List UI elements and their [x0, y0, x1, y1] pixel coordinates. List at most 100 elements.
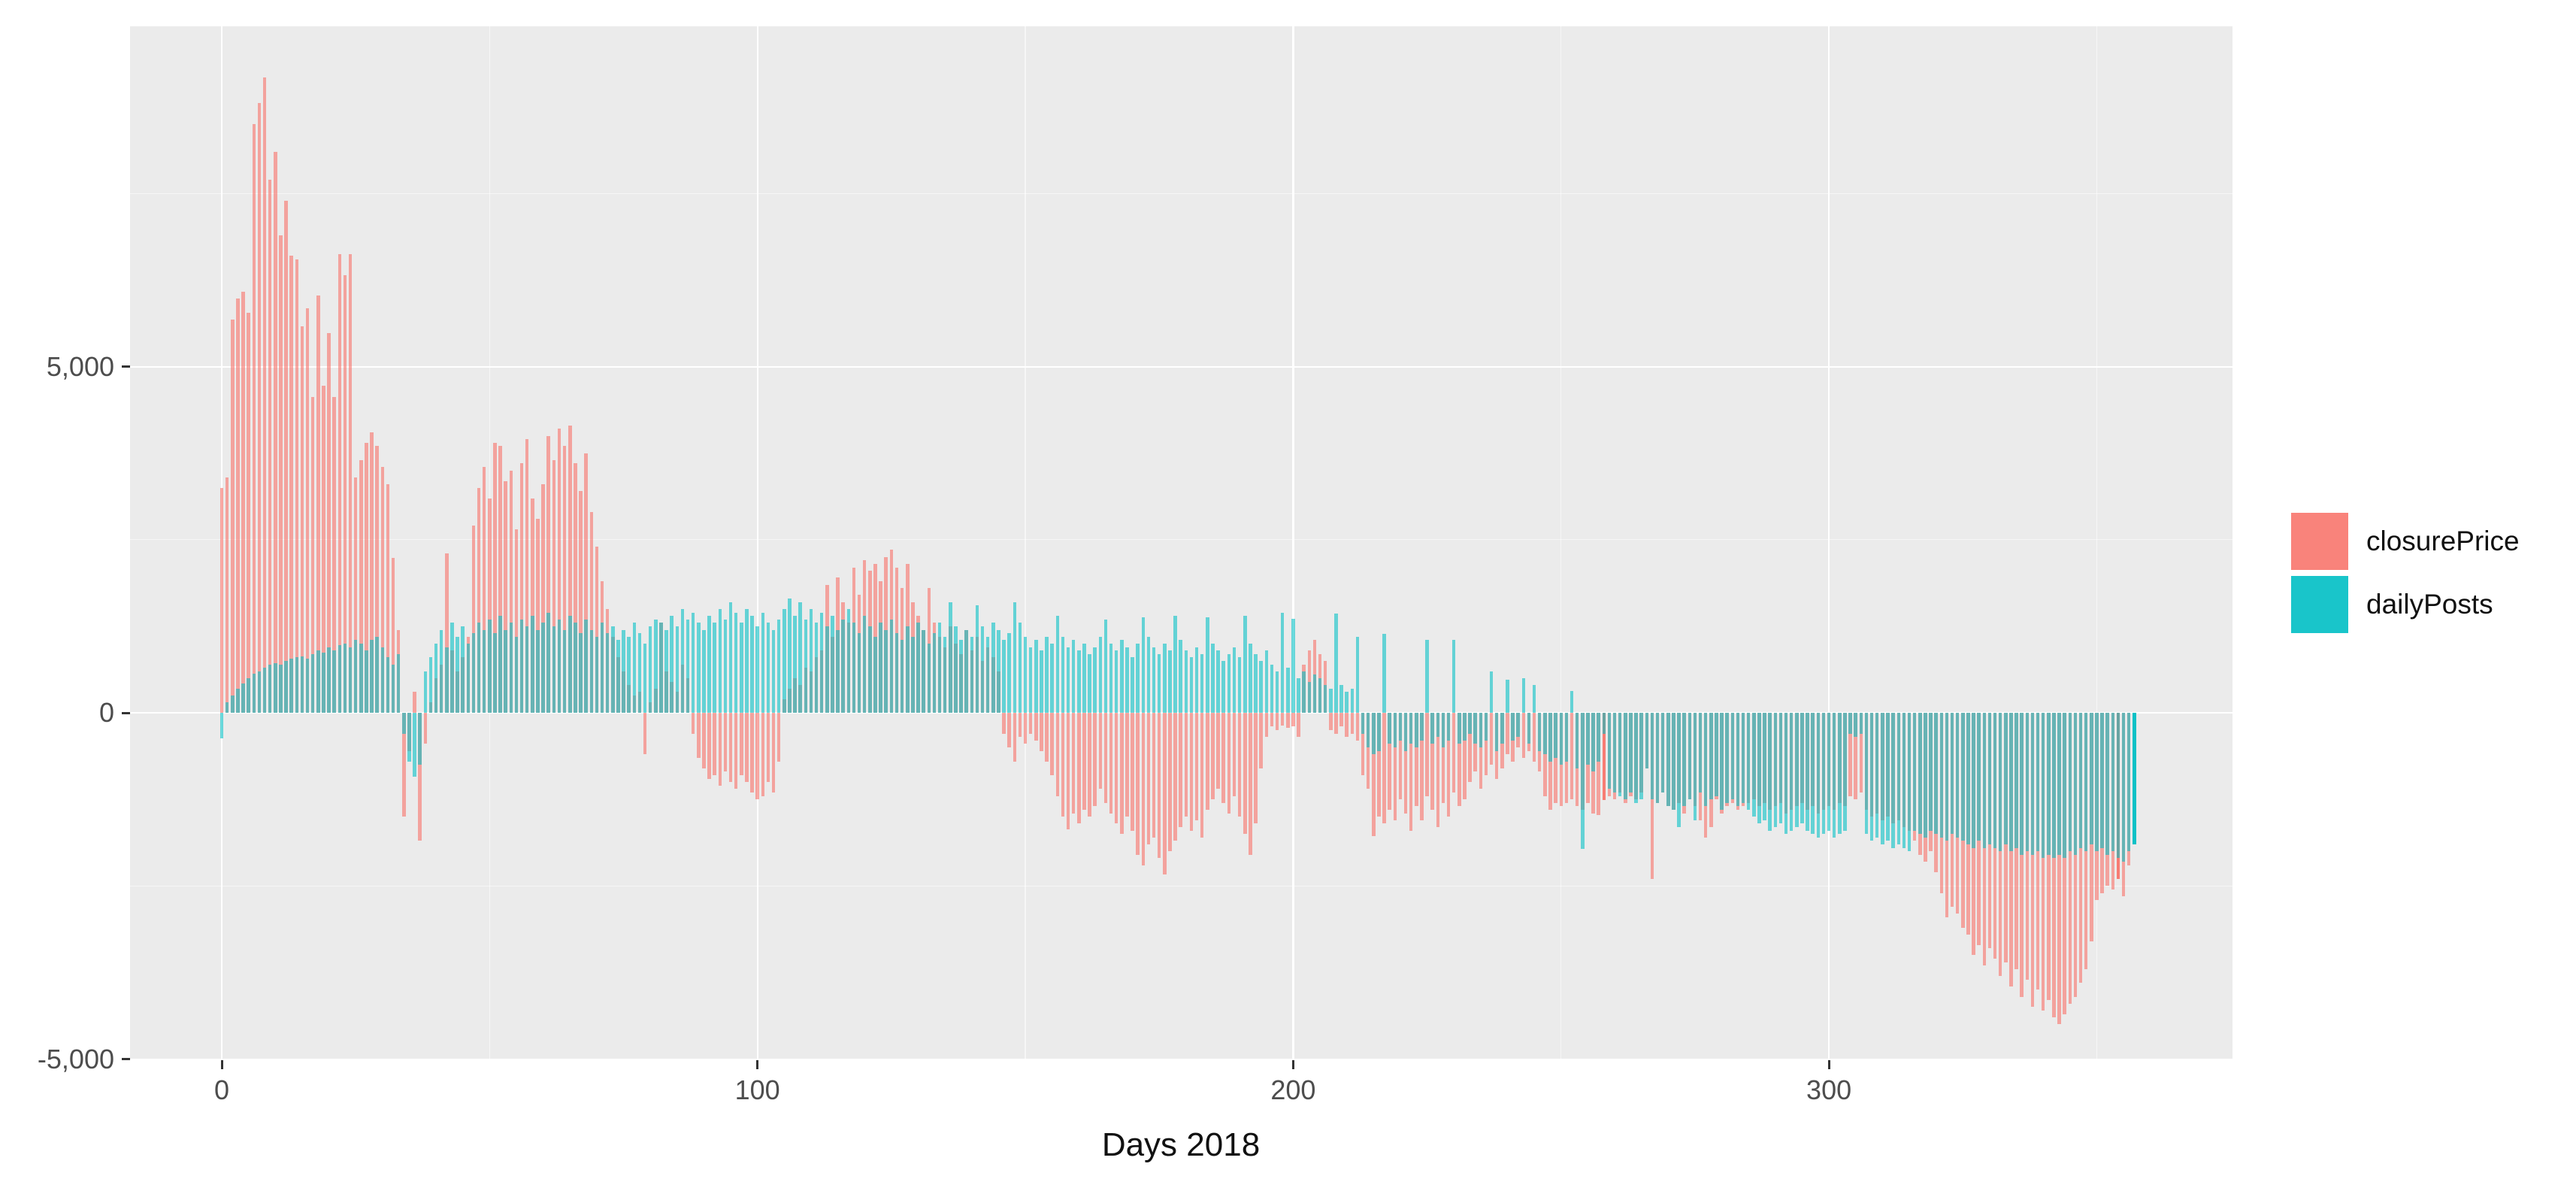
bar-dailyPosts	[782, 608, 786, 714]
bar-closurePrice	[702, 713, 706, 768]
bar-closurePrice	[1393, 713, 1397, 820]
bar-dailyPosts	[1040, 650, 1043, 713]
bar-closurePrice	[1415, 713, 1418, 807]
bar-dailyPosts	[1778, 713, 1783, 824]
bar-dailyPosts	[788, 599, 792, 713]
bar-closurePrice	[1045, 713, 1049, 762]
bar-closurePrice	[1152, 713, 1156, 838]
bar-closurePrice	[1372, 713, 1376, 836]
bar-closurePrice	[691, 713, 695, 734]
bar-dailyPosts	[627, 636, 631, 713]
bar-dailyPosts	[1329, 688, 1333, 713]
bar-dailyPosts	[1280, 612, 1285, 713]
bar-dailyPosts	[1955, 713, 1960, 838]
bar-dailyPosts	[1639, 713, 1643, 800]
bar-closurePrice	[745, 713, 749, 783]
bar-closurePrice	[423, 713, 428, 744]
bar-closurePrice	[1291, 713, 1295, 727]
bar-dailyPosts	[954, 626, 958, 713]
bar-dailyPosts	[1881, 713, 1884, 844]
x-axis-tick	[1827, 1060, 1830, 1069]
bar-closurePrice	[1458, 713, 1461, 807]
bar-dailyPosts	[771, 629, 776, 713]
bar-dailyPosts	[884, 629, 888, 713]
bar-dailyPosts	[831, 616, 834, 713]
legend-swatch-dailyPosts	[2291, 576, 2348, 633]
bar-dailyPosts	[2009, 713, 2013, 852]
bar-dailyPosts	[670, 616, 674, 713]
bar-closurePrice	[1451, 713, 1456, 792]
bar-dailyPosts	[1323, 685, 1327, 713]
bar-dailyPosts	[1902, 713, 1906, 848]
bar-dailyPosts	[1934, 713, 1938, 835]
bar-dailyPosts	[365, 650, 368, 713]
bar-dailyPosts	[461, 626, 465, 713]
bar-dailyPosts	[262, 668, 267, 713]
bar-closurePrice	[1125, 713, 1129, 817]
bar-closurePrice	[1339, 713, 1343, 727]
bar-closurePrice	[359, 459, 363, 713]
bar-dailyPosts	[1891, 713, 1895, 848]
bar-closurePrice	[1206, 713, 1209, 810]
bar-closurePrice	[482, 467, 486, 713]
bar-dailyPosts	[1570, 691, 1574, 713]
bar-closurePrice	[1061, 713, 1065, 817]
bar-closurePrice	[225, 477, 229, 713]
bar-dailyPosts	[1211, 643, 1215, 713]
bar-closurePrice	[365, 442, 368, 713]
bar-dailyPosts	[680, 608, 685, 714]
bar-closurePrice	[771, 713, 776, 792]
bar-closurePrice	[1249, 713, 1252, 855]
bar-dailyPosts	[407, 713, 411, 762]
bar-dailyPosts	[1618, 713, 1622, 796]
bar-dailyPosts	[1157, 653, 1161, 713]
bar-dailyPosts	[1660, 713, 1665, 792]
bar-dailyPosts	[1254, 653, 1258, 713]
gridline-major-h	[130, 365, 2232, 368]
bar-dailyPosts	[236, 688, 240, 713]
bar-dailyPosts	[1366, 713, 1370, 747]
bar-closurePrice	[1366, 713, 1370, 789]
bar-dailyPosts	[1784, 713, 1788, 835]
bar-dailyPosts	[702, 629, 706, 713]
bar-closurePrice	[525, 439, 529, 713]
bar-dailyPosts	[1993, 713, 1997, 848]
bar-closurePrice	[514, 529, 519, 713]
bar-dailyPosts	[1494, 713, 1499, 751]
bar-dailyPosts	[1564, 713, 1569, 762]
bar-dailyPosts	[546, 612, 550, 713]
bar-closurePrice	[1066, 713, 1070, 829]
bar-dailyPosts	[675, 626, 680, 713]
bar-closurePrice	[1307, 650, 1312, 713]
bar-dailyPosts	[1827, 713, 1831, 831]
bar-closurePrice	[1484, 713, 1488, 775]
x-tick-label: 0	[213, 1074, 230, 1105]
bar-dailyPosts	[568, 616, 572, 713]
bar-dailyPosts	[1886, 713, 1890, 841]
bar-closurePrice	[380, 467, 385, 713]
bar-dailyPosts	[1103, 619, 1108, 713]
bar-dailyPosts	[964, 629, 968, 713]
bar-dailyPosts	[1307, 681, 1312, 713]
bar-dailyPosts	[541, 623, 545, 713]
bar-closurePrice	[348, 254, 353, 713]
bar-closurePrice	[1521, 713, 1526, 758]
bar-closurePrice	[1489, 713, 1494, 765]
bar-dailyPosts	[1436, 713, 1440, 738]
bar-dailyPosts	[482, 629, 486, 713]
bar-dailyPosts	[353, 640, 358, 713]
bar-dailyPosts	[911, 636, 915, 713]
bar-closurePrice	[1264, 713, 1269, 738]
bar-dailyPosts	[1715, 713, 1718, 796]
bar-dailyPosts	[1120, 640, 1124, 713]
bar-dailyPosts	[718, 608, 722, 714]
bar-closurePrice	[402, 713, 406, 817]
x-axis-tick	[756, 1060, 759, 1069]
bar-dailyPosts	[1746, 713, 1751, 810]
bar-dailyPosts	[659, 623, 663, 713]
bar-dailyPosts	[1500, 713, 1504, 744]
gridline-major-v	[1292, 26, 1294, 1060]
bar-closurePrice	[1463, 713, 1467, 800]
bar-closurePrice	[247, 312, 250, 713]
